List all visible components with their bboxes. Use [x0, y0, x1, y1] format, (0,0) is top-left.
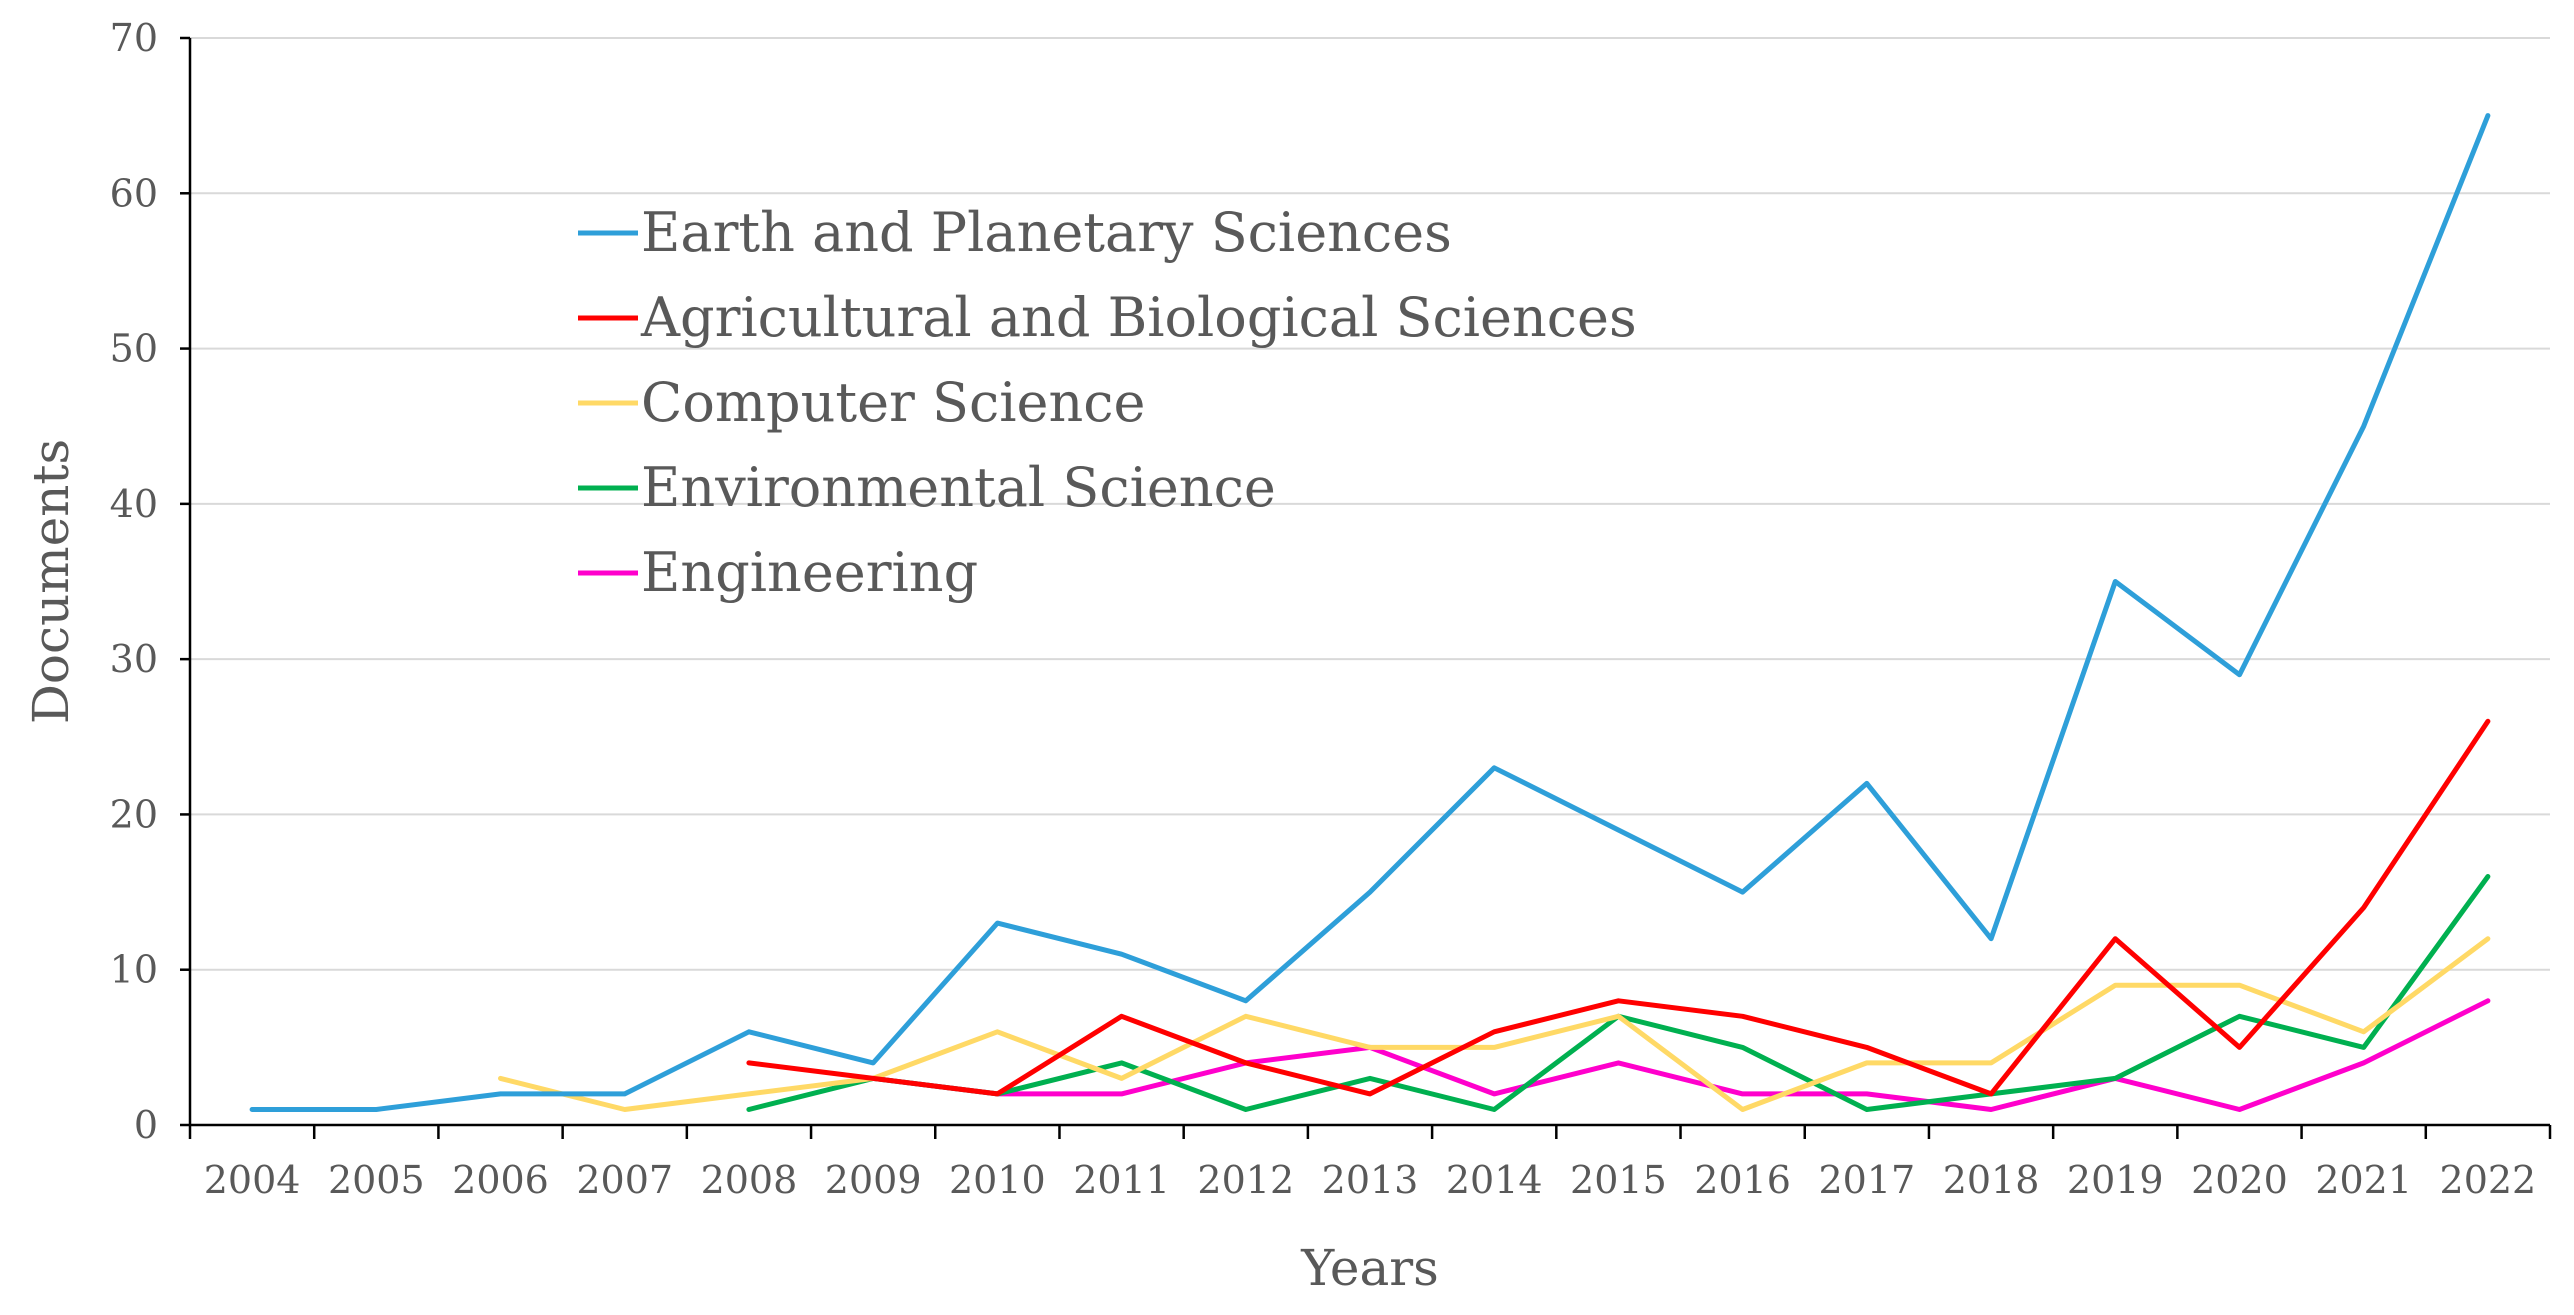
x-tick-label: 2018	[1943, 1158, 2040, 1202]
x-axis-title: Years	[1300, 1239, 1439, 1297]
x-tick-label: 2008	[701, 1158, 798, 1202]
y-tick-label: 70	[110, 16, 158, 60]
series-line-earth-and-planetary-sciences	[249, 113, 2491, 1112]
x-tick-label: 2010	[949, 1158, 1046, 1202]
x-tick-label: 2009	[825, 1158, 922, 1202]
x-tick-label: 2012	[1197, 1158, 1294, 1202]
series-line-agricultural-and-biological-sciences	[746, 718, 2491, 1097]
x-tick-label: 2011	[1073, 1158, 1170, 1202]
y-axis-title: Documents	[22, 439, 80, 724]
series-line-engineering	[870, 998, 2491, 1112]
x-tick-label: 2013	[1322, 1158, 1419, 1202]
x-tick-label: 2014	[1446, 1158, 1543, 1202]
x-tick-label: 2015	[1570, 1158, 1667, 1202]
y-tick-labels: 0 10 20 30 40 50 60 70	[110, 16, 158, 1147]
legend-label: Environmental Science	[641, 456, 1276, 519]
x-tick-label: 2019	[2067, 1158, 2164, 1202]
series-lines	[249, 113, 2491, 1112]
y-tick-label: 40	[110, 482, 158, 526]
y-tick-label: 60	[110, 171, 158, 215]
series-line-environmental-science	[746, 874, 2491, 1112]
x-tick-label: 2021	[2315, 1158, 2412, 1202]
x-tick-label: 2007	[576, 1158, 673, 1202]
y-tick-label: 0	[134, 1103, 158, 1147]
x-tick-label: 2006	[452, 1158, 549, 1202]
gridlines	[180, 36, 2550, 1127]
legend: Earth and Planetary Sciences Agricultural…	[578, 201, 1637, 604]
legend-label: Computer Science	[641, 371, 1145, 434]
x-tick-labels: 2004 2005 2006 2007 2008 2009 2010 2011 2012 2013…	[204, 1158, 2537, 1202]
x-tick-label: 2016	[1694, 1158, 1791, 1202]
x-tick-label: 2020	[2191, 1158, 2288, 1202]
y-tick-label: 20	[110, 792, 158, 836]
y-tick-label: 10	[110, 948, 158, 992]
x-tick-label: 2004	[204, 1158, 301, 1202]
y-tick-label: 50	[110, 327, 158, 371]
legend-label: Earth and Planetary Sciences	[641, 201, 1452, 264]
x-tick-label: 2022	[2440, 1158, 2537, 1202]
legend-label: Agricultural and Biological Sciences	[640, 286, 1637, 349]
x-axis-ticks	[188, 1125, 2552, 1139]
legend-label: Engineering	[641, 541, 978, 604]
y-tick-label: 30	[110, 637, 158, 681]
x-tick-label: 2017	[1818, 1158, 1915, 1202]
x-tick-label: 2005	[328, 1158, 425, 1202]
series-line-computer-science	[498, 936, 2491, 1112]
